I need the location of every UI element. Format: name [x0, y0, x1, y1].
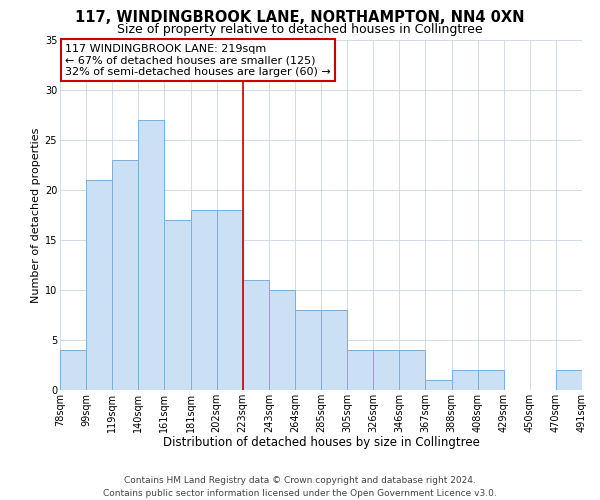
Text: 117, WINDINGBROOK LANE, NORTHAMPTON, NN4 0XN: 117, WINDINGBROOK LANE, NORTHAMPTON, NN4…	[75, 10, 525, 25]
Bar	[556, 370, 582, 390]
Bar	[373, 350, 400, 390]
Bar	[452, 370, 478, 390]
X-axis label: Distribution of detached houses by size in Collingtree: Distribution of detached houses by size …	[163, 436, 479, 450]
Bar	[86, 180, 112, 390]
Bar	[112, 160, 139, 390]
Bar	[321, 310, 347, 390]
Bar	[60, 350, 86, 390]
Bar	[400, 350, 425, 390]
Text: Size of property relative to detached houses in Collingtree: Size of property relative to detached ho…	[117, 22, 483, 36]
Bar	[217, 210, 243, 390]
Bar	[295, 310, 321, 390]
Bar	[347, 350, 373, 390]
Text: 117 WINDINGBROOK LANE: 219sqm
← 67% of detached houses are smaller (125)
32% of : 117 WINDINGBROOK LANE: 219sqm ← 67% of d…	[65, 44, 331, 76]
Bar	[164, 220, 191, 390]
Bar	[425, 380, 452, 390]
Bar	[478, 370, 504, 390]
Bar	[139, 120, 164, 390]
Bar	[191, 210, 217, 390]
Bar	[269, 290, 295, 390]
Y-axis label: Number of detached properties: Number of detached properties	[31, 128, 41, 302]
Text: Contains HM Land Registry data © Crown copyright and database right 2024.
Contai: Contains HM Land Registry data © Crown c…	[103, 476, 497, 498]
Bar	[243, 280, 269, 390]
